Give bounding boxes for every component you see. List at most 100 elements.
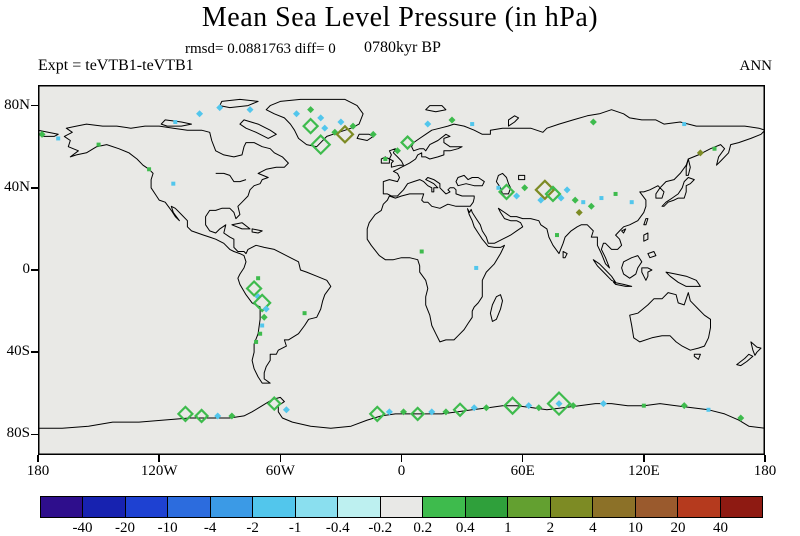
coast-caspian-sea <box>495 172 512 195</box>
anomaly-dash <box>369 130 377 138</box>
anomaly-diamond <box>310 134 332 156</box>
anomaly-marks <box>38 104 745 424</box>
anomaly-dash <box>38 130 46 138</box>
anomaly-dash <box>424 120 432 128</box>
anomaly-dash <box>428 408 436 416</box>
lat-tick <box>31 187 38 189</box>
anomaly-dot <box>419 249 424 254</box>
coast-nz-south <box>736 353 754 367</box>
coast-north-south-america <box>63 123 332 384</box>
anomaly-dot <box>706 407 711 412</box>
colorbar-label: -10 <box>157 520 178 536</box>
coast-new-guinea <box>665 271 701 287</box>
anomaly-dash <box>337 118 345 126</box>
season-label: ANN <box>739 58 773 74</box>
colorbar-cell <box>720 497 762 517</box>
coast-sulawesi <box>641 267 653 281</box>
coast-greenland <box>265 98 364 148</box>
anomaly-dash <box>262 305 270 313</box>
lon-tick <box>400 455 403 462</box>
anomaly-dash <box>589 118 597 126</box>
colorbar-cell <box>253 497 296 517</box>
coast-hispaniola <box>251 228 263 234</box>
anomaly-dash <box>216 104 224 112</box>
colorbar-label: -4 <box>203 520 217 536</box>
coast-java <box>613 281 633 287</box>
world-map-svg <box>38 85 765 455</box>
anomaly-dash <box>555 400 563 408</box>
anomaly-dash <box>521 184 529 192</box>
colorbar-cell <box>678 497 721 517</box>
anomaly-dash <box>513 192 521 200</box>
coast-novaya-zemlya <box>508 115 520 127</box>
colorbar-cell <box>210 497 254 517</box>
anomaly-dot <box>581 200 586 205</box>
anomaly-dash <box>349 122 357 130</box>
experiment-label: Expt = teVTB1-teVTB1 <box>38 57 194 74</box>
anomaly-dot <box>302 311 307 316</box>
lon-tick <box>158 455 160 462</box>
anomaly-dash <box>737 414 745 422</box>
anomaly-dot <box>554 233 559 238</box>
anomaly-dot <box>147 167 152 172</box>
map-area <box>38 85 765 455</box>
coast-madagascar <box>489 294 503 322</box>
anomaly-dash <box>292 110 300 118</box>
coast-uk <box>388 148 404 168</box>
anomaly-dash <box>400 408 408 416</box>
anomaly-dash <box>599 400 607 408</box>
anomaly-dash <box>282 406 290 414</box>
anomaly-dot <box>496 185 501 190</box>
colorbar-label: 10 <box>627 520 643 536</box>
colorbar-cell <box>550 497 594 517</box>
anomaly-dot <box>260 323 265 328</box>
colorbar-label: -1 <box>288 520 302 536</box>
colorbar-cell <box>41 497 84 517</box>
lat-tick-label: 0 <box>22 261 31 277</box>
coast-victoria-island <box>160 119 192 127</box>
anomaly-dot <box>256 276 261 281</box>
lon-tick <box>643 455 645 462</box>
anomaly-dash <box>196 110 204 118</box>
colorbar-label: -40 <box>72 520 93 536</box>
colorbar-label: 1 <box>504 520 512 536</box>
colorbar-label: 0.4 <box>455 520 475 536</box>
anomaly-diamond <box>176 405 194 423</box>
anomaly-diamond <box>302 117 320 135</box>
stats-line: rmsd= 0.0881763 diff= 0 <box>185 41 336 57</box>
anomaly-dot <box>629 200 634 205</box>
anomaly-diamond <box>194 408 210 424</box>
map-frame <box>38 85 765 455</box>
anomaly-dash <box>563 186 571 194</box>
anomaly-diamond <box>400 134 416 151</box>
lat-tick <box>31 104 38 107</box>
colorbar-cell <box>295 497 339 517</box>
anomaly-dot <box>470 122 475 127</box>
coastlines <box>38 98 765 429</box>
anomaly-dash <box>571 196 579 204</box>
lon-tick-label: 120W <box>140 463 178 479</box>
anomaly-diamond <box>497 183 516 201</box>
colorbar <box>40 496 763 518</box>
anomaly-dash <box>448 116 456 124</box>
colorbar-label: -2 <box>246 520 259 536</box>
anomaly-dash <box>260 313 268 321</box>
colorbar-cell <box>593 497 636 517</box>
lon-tick-label: 60E <box>510 463 535 479</box>
anomaly-dot <box>474 265 479 270</box>
anomaly-dot <box>56 136 61 141</box>
colorbar-label: 0.2 <box>413 520 433 536</box>
anomaly-dash <box>575 208 583 216</box>
anomaly-dash <box>470 404 478 412</box>
anomaly-diamond <box>335 124 355 144</box>
anomaly-diamond <box>410 406 426 422</box>
lat-tick <box>31 269 38 271</box>
lon-tick-label: 180 <box>26 463 50 479</box>
anomaly-dash <box>321 124 329 132</box>
colorbar-cell <box>635 497 679 517</box>
anomaly-diamond <box>266 396 282 412</box>
colorbar-cell <box>380 497 424 517</box>
anomaly-dot <box>712 146 717 151</box>
anomaly-dash <box>228 412 236 420</box>
anomaly-diamond <box>245 279 263 298</box>
